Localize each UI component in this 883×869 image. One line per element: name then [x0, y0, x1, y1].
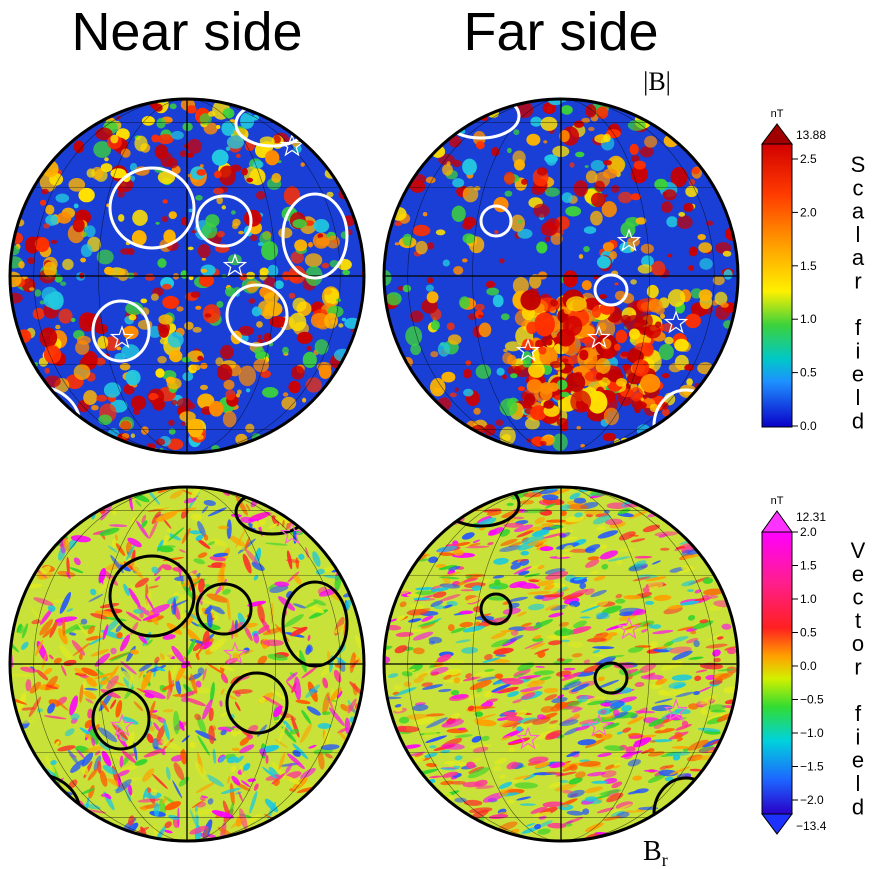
field-anomaly-pattern	[384, 487, 738, 841]
crater-circle	[108, 166, 196, 250]
star-marker	[222, 253, 248, 277]
vector-colorbar-title-letter: e	[852, 561, 864, 586]
scalar-colorbar-max-label: 13.88	[796, 128, 826, 142]
field-anomaly-pattern	[10, 487, 364, 841]
scalar-colorbar-tick-label: 0.0	[800, 419, 817, 433]
crater-circle	[281, 192, 349, 280]
vector-colorbar-tick-label: 2.0	[800, 525, 817, 539]
scalar-colorbar-title-letter: l	[856, 222, 861, 247]
crater-circle	[91, 687, 151, 751]
scalar-colorbar-title-letter: a	[852, 245, 865, 270]
scalar-colorbar-title-letter: r	[854, 269, 861, 294]
crater-circle	[479, 592, 513, 626]
far-side-radial-map	[382, 485, 740, 843]
vector-colorbar-tick-label: 0.0	[800, 659, 817, 673]
globe-outline	[382, 485, 740, 843]
vector-colorbar-title-letter: e	[852, 748, 864, 773]
near-side-header: Near side	[71, 2, 302, 62]
vector-colorbar-tick-label: 1.5	[800, 559, 817, 573]
star-marker	[515, 338, 541, 362]
crater-circle	[195, 582, 253, 636]
field-anomaly-pattern	[10, 99, 364, 453]
crater-circle	[593, 273, 629, 307]
scalar-colorbar-tick-label: 1.5	[800, 259, 817, 273]
vector-colorbar-max-arrow	[761, 510, 793, 533]
vector-colorbar-tick-label: −1.0	[800, 726, 824, 740]
scalar-colorbar-scale	[761, 143, 793, 428]
vector-colorbar-title-letter: t	[855, 608, 861, 633]
near-side-radial-map	[8, 485, 366, 843]
crater-outlines	[10, 488, 349, 841]
far-side-header: Far side	[463, 2, 658, 62]
crater-circle	[10, 384, 82, 453]
graticule	[384, 99, 738, 453]
scalar-colorbar-title-letter: i	[856, 338, 861, 363]
crater-circle	[108, 554, 196, 638]
scalar-quantity-label: |B|	[643, 67, 671, 96]
scalar-colorbar-title-letter: a	[852, 199, 865, 224]
vector-colorbar-tick-label: −0.5	[800, 693, 824, 707]
scalar-colorbar-tick-label: 0.5	[800, 366, 817, 380]
star-marker	[663, 310, 689, 334]
near-side-scalar-map	[8, 97, 366, 455]
vector-colorbar-title-letter: V	[851, 538, 866, 563]
crater-circle	[91, 299, 151, 363]
scalar-colorbar-title-letter: f	[855, 315, 862, 340]
crater-circle	[195, 194, 253, 248]
scalar-colorbar-title-letter: c	[853, 175, 864, 200]
radial-quantity-label: Br	[643, 836, 668, 869]
scalar-colorbar-title-letter: d	[852, 408, 864, 433]
graticule	[384, 487, 738, 841]
vector-colorbar-tick-label: 1.0	[800, 592, 817, 606]
vector-colorbar-title-letter: l	[856, 771, 861, 796]
globe-outline	[8, 485, 366, 843]
vector-colorbar-tick-label: −2.0	[800, 793, 824, 807]
globe-outline	[8, 97, 366, 455]
scalar-colorbar-max-arrow	[761, 123, 793, 145]
globe-outline	[382, 97, 740, 455]
vector-colorbar-min-label: −13.4	[796, 819, 827, 833]
crater-circle	[10, 772, 82, 841]
vector-colorbar-tick-label: 0.5	[800, 626, 817, 640]
star-marker	[515, 726, 541, 750]
vector-colorbar-scale	[761, 531, 793, 815]
vector-colorbar-title-letter: i	[856, 724, 861, 749]
star-marker	[279, 133, 305, 157]
vector-colorbar-title-letter: r	[854, 655, 861, 680]
star-marker	[586, 325, 612, 349]
vector-colorbar: nT 12.31 −13.4 2.0 1.5 1.0 0.5 0.0 −0.5 −1.0 −1…	[761, 495, 866, 835]
star-marker	[616, 228, 642, 252]
crater-circle	[225, 283, 289, 347]
star-marker	[279, 521, 305, 545]
star-marker	[586, 713, 612, 737]
star-marker	[109, 713, 135, 737]
scalar-colorbar-title-letter: l	[856, 385, 861, 410]
vector-colorbar-title-letter: f	[855, 701, 862, 726]
scalar-colorbar-title-letter: S	[851, 152, 866, 177]
vector-colorbar-min-arrow	[761, 813, 793, 835]
scalar-colorbar-tick-label: 2.0	[800, 205, 817, 219]
scalar-colorbar-title-letter: e	[852, 362, 864, 387]
vector-colorbar-title-letter: c	[853, 585, 864, 610]
star-marker	[663, 698, 689, 722]
vector-colorbar-max-label: 12.31	[796, 510, 826, 524]
vector-colorbar-title-letter: d	[852, 794, 864, 819]
star-marker	[109, 325, 135, 349]
vector-colorbar-unit: nT	[771, 495, 784, 507]
scalar-colorbar-unit: nT	[771, 108, 784, 120]
crater-circle	[593, 661, 629, 695]
vector-colorbar-title-letter: o	[852, 631, 864, 656]
crater-circle	[479, 204, 513, 238]
crater-circle	[225, 671, 289, 735]
star-marker	[616, 616, 642, 640]
scalar-colorbar-tick-label: 2.5	[800, 152, 817, 166]
vector-colorbar-tick-label: −1.5	[800, 760, 824, 774]
scalar-colorbar-tick-label: 1.0	[800, 312, 817, 326]
star-marker	[222, 641, 248, 665]
far-side-scalar-map	[382, 97, 740, 455]
crater-circle	[281, 580, 349, 668]
